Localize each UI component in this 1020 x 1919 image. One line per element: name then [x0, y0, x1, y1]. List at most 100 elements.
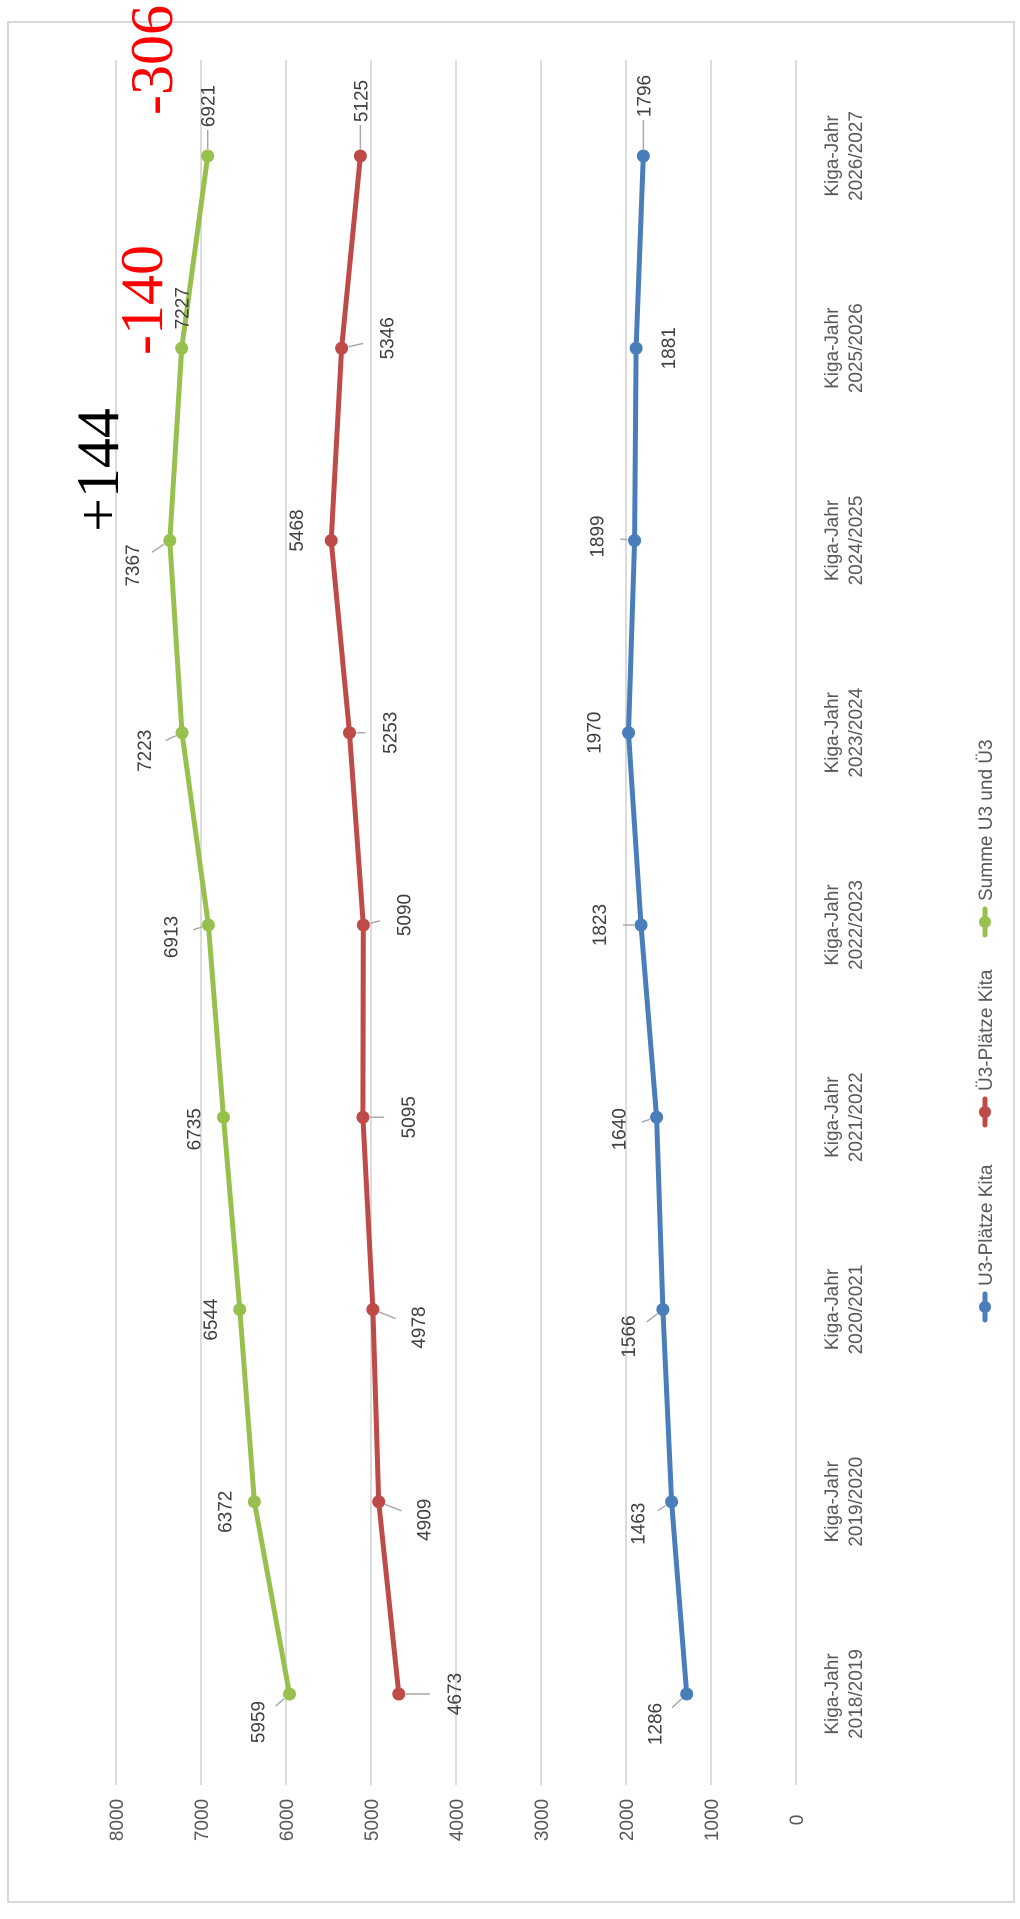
leader-line — [641, 1118, 651, 1123]
data-label: 5125 — [351, 80, 372, 122]
data-label: 5095 — [399, 1096, 420, 1138]
data-point — [175, 726, 189, 740]
data-label: 1566 — [619, 1315, 640, 1357]
value-tick-label: 2000 — [617, 1799, 638, 1841]
legend-swatch-marker — [979, 916, 991, 928]
leader-line — [671, 1698, 683, 1709]
value-tick-label: 7000 — [192, 1799, 213, 1841]
data-label: 6913 — [161, 916, 182, 958]
data-label: 5253 — [380, 712, 401, 754]
value-tick-label: 5000 — [362, 1799, 383, 1841]
category-label: 2021/2022 — [846, 1072, 867, 1162]
data-label: 1640 — [610, 1108, 631, 1150]
leader-line — [369, 920, 381, 924]
category-label: Kiga-Jahr — [822, 1653, 843, 1735]
data-point — [342, 726, 356, 740]
data-point — [324, 534, 338, 547]
data-point — [650, 1110, 664, 1124]
data-label-layer: 1286 1463 1566 1640 1823 1970 1899 1881 1796 4673… — [123, 75, 683, 1745]
leader-line — [151, 543, 165, 553]
data-point — [247, 1495, 261, 1509]
data-label: 6372 — [215, 1491, 236, 1533]
category-label: Kiga-Jahr — [822, 307, 843, 389]
grid-layer — [115, 60, 797, 1785]
category-label: 2025/2026 — [846, 303, 867, 393]
data-label: 4673 — [445, 1673, 466, 1715]
data-point — [233, 1303, 247, 1316]
data-point — [656, 1303, 670, 1316]
legend-label: Summe U3 und Ü3 — [976, 739, 997, 901]
data-label: 1463 — [629, 1503, 650, 1545]
series-line-2 — [167, 153, 292, 1697]
category-label: Kiga-Jahr — [822, 499, 843, 581]
leader-line — [657, 1504, 667, 1512]
category-label: 2018/2019 — [846, 1649, 867, 1739]
leader-line — [384, 1503, 402, 1512]
value-tick-label: 0 — [787, 1815, 808, 1826]
category-label: Kiga-Jahr — [822, 691, 843, 773]
category-label: Kiga-Jahr — [822, 1076, 843, 1158]
data-point — [392, 1687, 406, 1701]
data-point — [665, 1495, 679, 1509]
category-label: Kiga-Jahr — [822, 1460, 843, 1542]
series-layer — [163, 149, 694, 1701]
data-point — [628, 534, 642, 547]
data-label: 7227 — [173, 287, 194, 329]
data-label: 5346 — [378, 317, 399, 359]
leader-line — [646, 1313, 658, 1323]
annotation-text: -306 — [119, 5, 185, 115]
category-label: Kiga-Jahr — [822, 115, 843, 197]
annotation-text: +144 — [65, 408, 131, 532]
data-point — [353, 149, 367, 163]
data-point — [372, 1495, 386, 1509]
data-label: 6544 — [201, 1298, 222, 1341]
category-label: 2020/2021 — [846, 1265, 867, 1355]
legend-label: Ü3-Plätze Kita — [976, 969, 997, 1091]
value-tick-label: 4000 — [447, 1799, 468, 1841]
value-tick-label: 8000 — [107, 1799, 128, 1841]
category-label: 2019/2020 — [846, 1457, 867, 1547]
data-point — [366, 1303, 380, 1316]
leader-line — [379, 1311, 396, 1320]
data-label: 1286 — [646, 1703, 667, 1745]
annotation-text: -140 — [109, 245, 175, 355]
data-label: 6921 — [199, 85, 220, 127]
data-label: 7223 — [135, 730, 156, 772]
data-label: 1970 — [585, 712, 606, 754]
data-point — [680, 1687, 694, 1701]
leader-line — [348, 342, 364, 348]
value-tick-label: 1000 — [702, 1799, 723, 1841]
value-tick-label: 6000 — [277, 1799, 298, 1841]
data-label: 6735 — [185, 1108, 206, 1150]
data-label: 4978 — [409, 1306, 430, 1348]
data-point — [217, 1110, 231, 1124]
value-axis: 0 1000 2000 3000 4000 5000 6000 7000 8000 — [107, 1799, 808, 1841]
leader-line — [275, 1698, 285, 1707]
data-label: 1823 — [590, 904, 611, 946]
value-tick-label: 3000 — [532, 1799, 553, 1841]
annotation-layer: +144 -140 -306 — [65, 5, 185, 532]
data-label: 5468 — [287, 509, 308, 551]
category-label: 2026/2027 — [846, 111, 867, 201]
data-label: 4909 — [415, 1499, 436, 1541]
legend-swatch-marker — [979, 1301, 991, 1313]
legend-label: U3-Plätze Kita — [976, 1164, 997, 1286]
data-point — [636, 149, 650, 163]
chart-frame — [7, 21, 1015, 1903]
category-label: 2023/2024 — [846, 687, 867, 777]
data-point — [163, 534, 177, 547]
category-label: Kiga-Jahr — [822, 1268, 843, 1350]
data-label: 5090 — [394, 894, 415, 936]
category-label: 2024/2025 — [846, 496, 867, 586]
legend: U3-Plätze Kita Ü3-Plätze Kita Summe U3 und… — [976, 739, 997, 1323]
data-label: 5959 — [248, 1701, 269, 1743]
data-label: 1796 — [634, 75, 655, 117]
data-point — [201, 918, 215, 932]
legend-swatch-marker — [979, 1106, 991, 1118]
leader-line — [165, 735, 177, 742]
leader-line — [620, 538, 628, 541]
leader-line — [193, 926, 202, 931]
